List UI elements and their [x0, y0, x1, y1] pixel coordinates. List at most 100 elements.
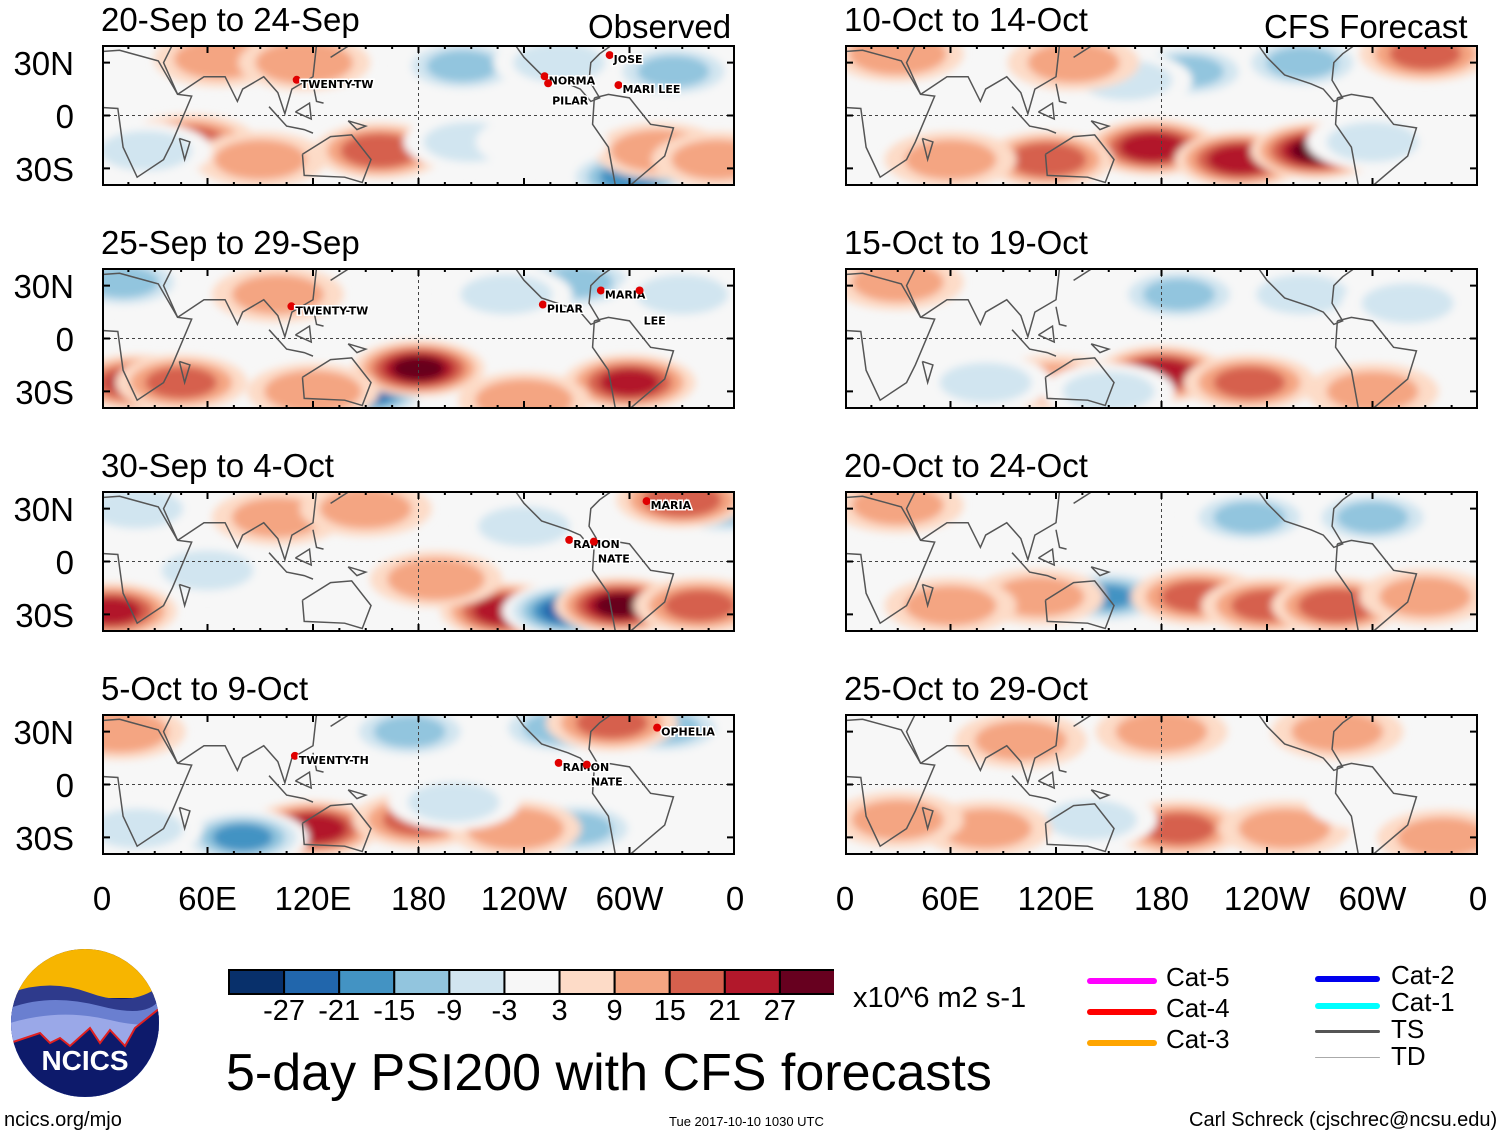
legend-label: TD — [1391, 1041, 1426, 1071]
colorbar-swatch — [393, 969, 451, 995]
coastline — [102, 718, 193, 848]
lat-label: 30N — [13, 268, 74, 305]
anomaly-contour — [193, 47, 246, 72]
coastline — [1044, 803, 1115, 853]
map-panel — [845, 268, 1478, 409]
storm-label: TWENTY-TW — [295, 304, 368, 317]
lat-label: 30N — [13, 491, 74, 528]
panel-frame — [845, 714, 1478, 855]
lon-label: 60E — [178, 880, 237, 917]
anomaly-contour — [1130, 136, 1176, 158]
anomaly-contour — [111, 816, 164, 841]
anomaly-contour — [1258, 816, 1311, 841]
storm-marker-icon — [292, 75, 301, 84]
anomaly-contour — [1012, 584, 1065, 609]
coastline — [591, 93, 675, 186]
coastline — [514, 714, 613, 772]
coastline — [301, 357, 372, 407]
coastline — [1044, 357, 1115, 407]
ncics-logo: NCICS — [11, 949, 159, 1097]
coastline — [1044, 134, 1115, 184]
colorbar-swatch — [283, 969, 341, 995]
coastline — [312, 83, 324, 104]
storm-label: PILAR — [547, 303, 584, 316]
coastline — [1073, 268, 1094, 281]
coastline — [347, 566, 369, 577]
anomaly-contour — [388, 721, 431, 742]
anomaly-contour — [1065, 807, 1118, 832]
storm-label: MARI LEE — [622, 83, 680, 96]
panel-frame — [102, 714, 735, 855]
coastline — [162, 268, 318, 340]
anomaly-contour — [678, 595, 721, 616]
legend-label: Cat-5 — [1166, 962, 1230, 992]
anomaly-contour — [498, 514, 550, 539]
storm-marker-icon — [653, 723, 662, 732]
coastline — [591, 539, 675, 632]
coastline — [1090, 120, 1112, 131]
colorbar-swatch — [613, 969, 671, 995]
coastline — [347, 343, 369, 354]
coastline — [921, 360, 934, 386]
colorbar-label: -21 — [318, 995, 361, 1027]
anomaly-contour — [402, 360, 435, 377]
lat-label: 30S — [15, 151, 74, 188]
coastline — [1073, 45, 1094, 58]
colorbar-swatch — [338, 969, 396, 995]
anomaly-contour — [656, 491, 709, 512]
lat-label: 0 — [55, 321, 74, 358]
panel-frame — [102, 491, 735, 632]
legend-label: Cat-3 — [1166, 1024, 1230, 1054]
anomaly-contour — [1311, 593, 1364, 618]
lat-label: 0 — [55, 98, 74, 135]
coastline — [102, 495, 193, 625]
coastline — [921, 583, 934, 609]
coastline — [1038, 547, 1056, 567]
lon-label: 120W — [480, 880, 568, 917]
logo-text: NCICS — [41, 1045, 128, 1076]
map-panel: TWENTY-TW NORMA PILAR JOSE MARI LEE — [102, 45, 735, 186]
anomaly-contour — [871, 493, 924, 518]
lon-label: 120W — [1223, 880, 1311, 917]
anomaly-contour — [924, 147, 977, 172]
panel-title: 20-Oct to 24-Oct — [844, 447, 1088, 484]
anomaly-contour — [339, 496, 392, 521]
footer-timestamp: Tue 2017-10-10 1030 UTC — [669, 1114, 824, 1129]
coastline — [1055, 306, 1067, 327]
anomaly-contour — [1336, 786, 1409, 819]
coastline — [1073, 491, 1094, 504]
legend-swatch — [1315, 1057, 1380, 1058]
coastline — [301, 134, 372, 184]
coastline — [1257, 714, 1356, 772]
lon-label: 0 — [92, 880, 112, 917]
footer-url[interactable]: ncics.org/mjo — [4, 1109, 122, 1131]
coastline — [301, 580, 372, 630]
anomaly-contour — [1281, 52, 1324, 73]
anomaly-contour — [959, 816, 1012, 841]
coastline — [1257, 491, 1356, 549]
colorbar-label: 15 — [653, 995, 686, 1027]
coastline — [1038, 101, 1056, 121]
colorbar-swatch — [723, 969, 781, 995]
forecast-header: CFS Forecast — [1264, 8, 1468, 45]
storm-label: NATE — [598, 553, 630, 566]
coastline — [330, 714, 351, 727]
coastline — [330, 268, 351, 281]
coastline — [1334, 316, 1418, 409]
panel-frame — [102, 268, 735, 409]
coastline — [845, 272, 936, 402]
coastline — [162, 45, 318, 117]
anomaly-contour — [1346, 129, 1399, 154]
map-panel — [845, 45, 1478, 186]
coastline — [1038, 770, 1056, 790]
anomaly-contour — [1311, 719, 1364, 744]
storm-marker-icon — [287, 302, 296, 311]
colorbar-label: -3 — [491, 995, 518, 1027]
lat-label: 0 — [55, 544, 74, 581]
coastline — [1073, 714, 1094, 727]
coastline — [102, 272, 193, 402]
anomaly-contour — [353, 138, 406, 163]
coastline — [1055, 529, 1067, 550]
coastline — [162, 491, 318, 563]
